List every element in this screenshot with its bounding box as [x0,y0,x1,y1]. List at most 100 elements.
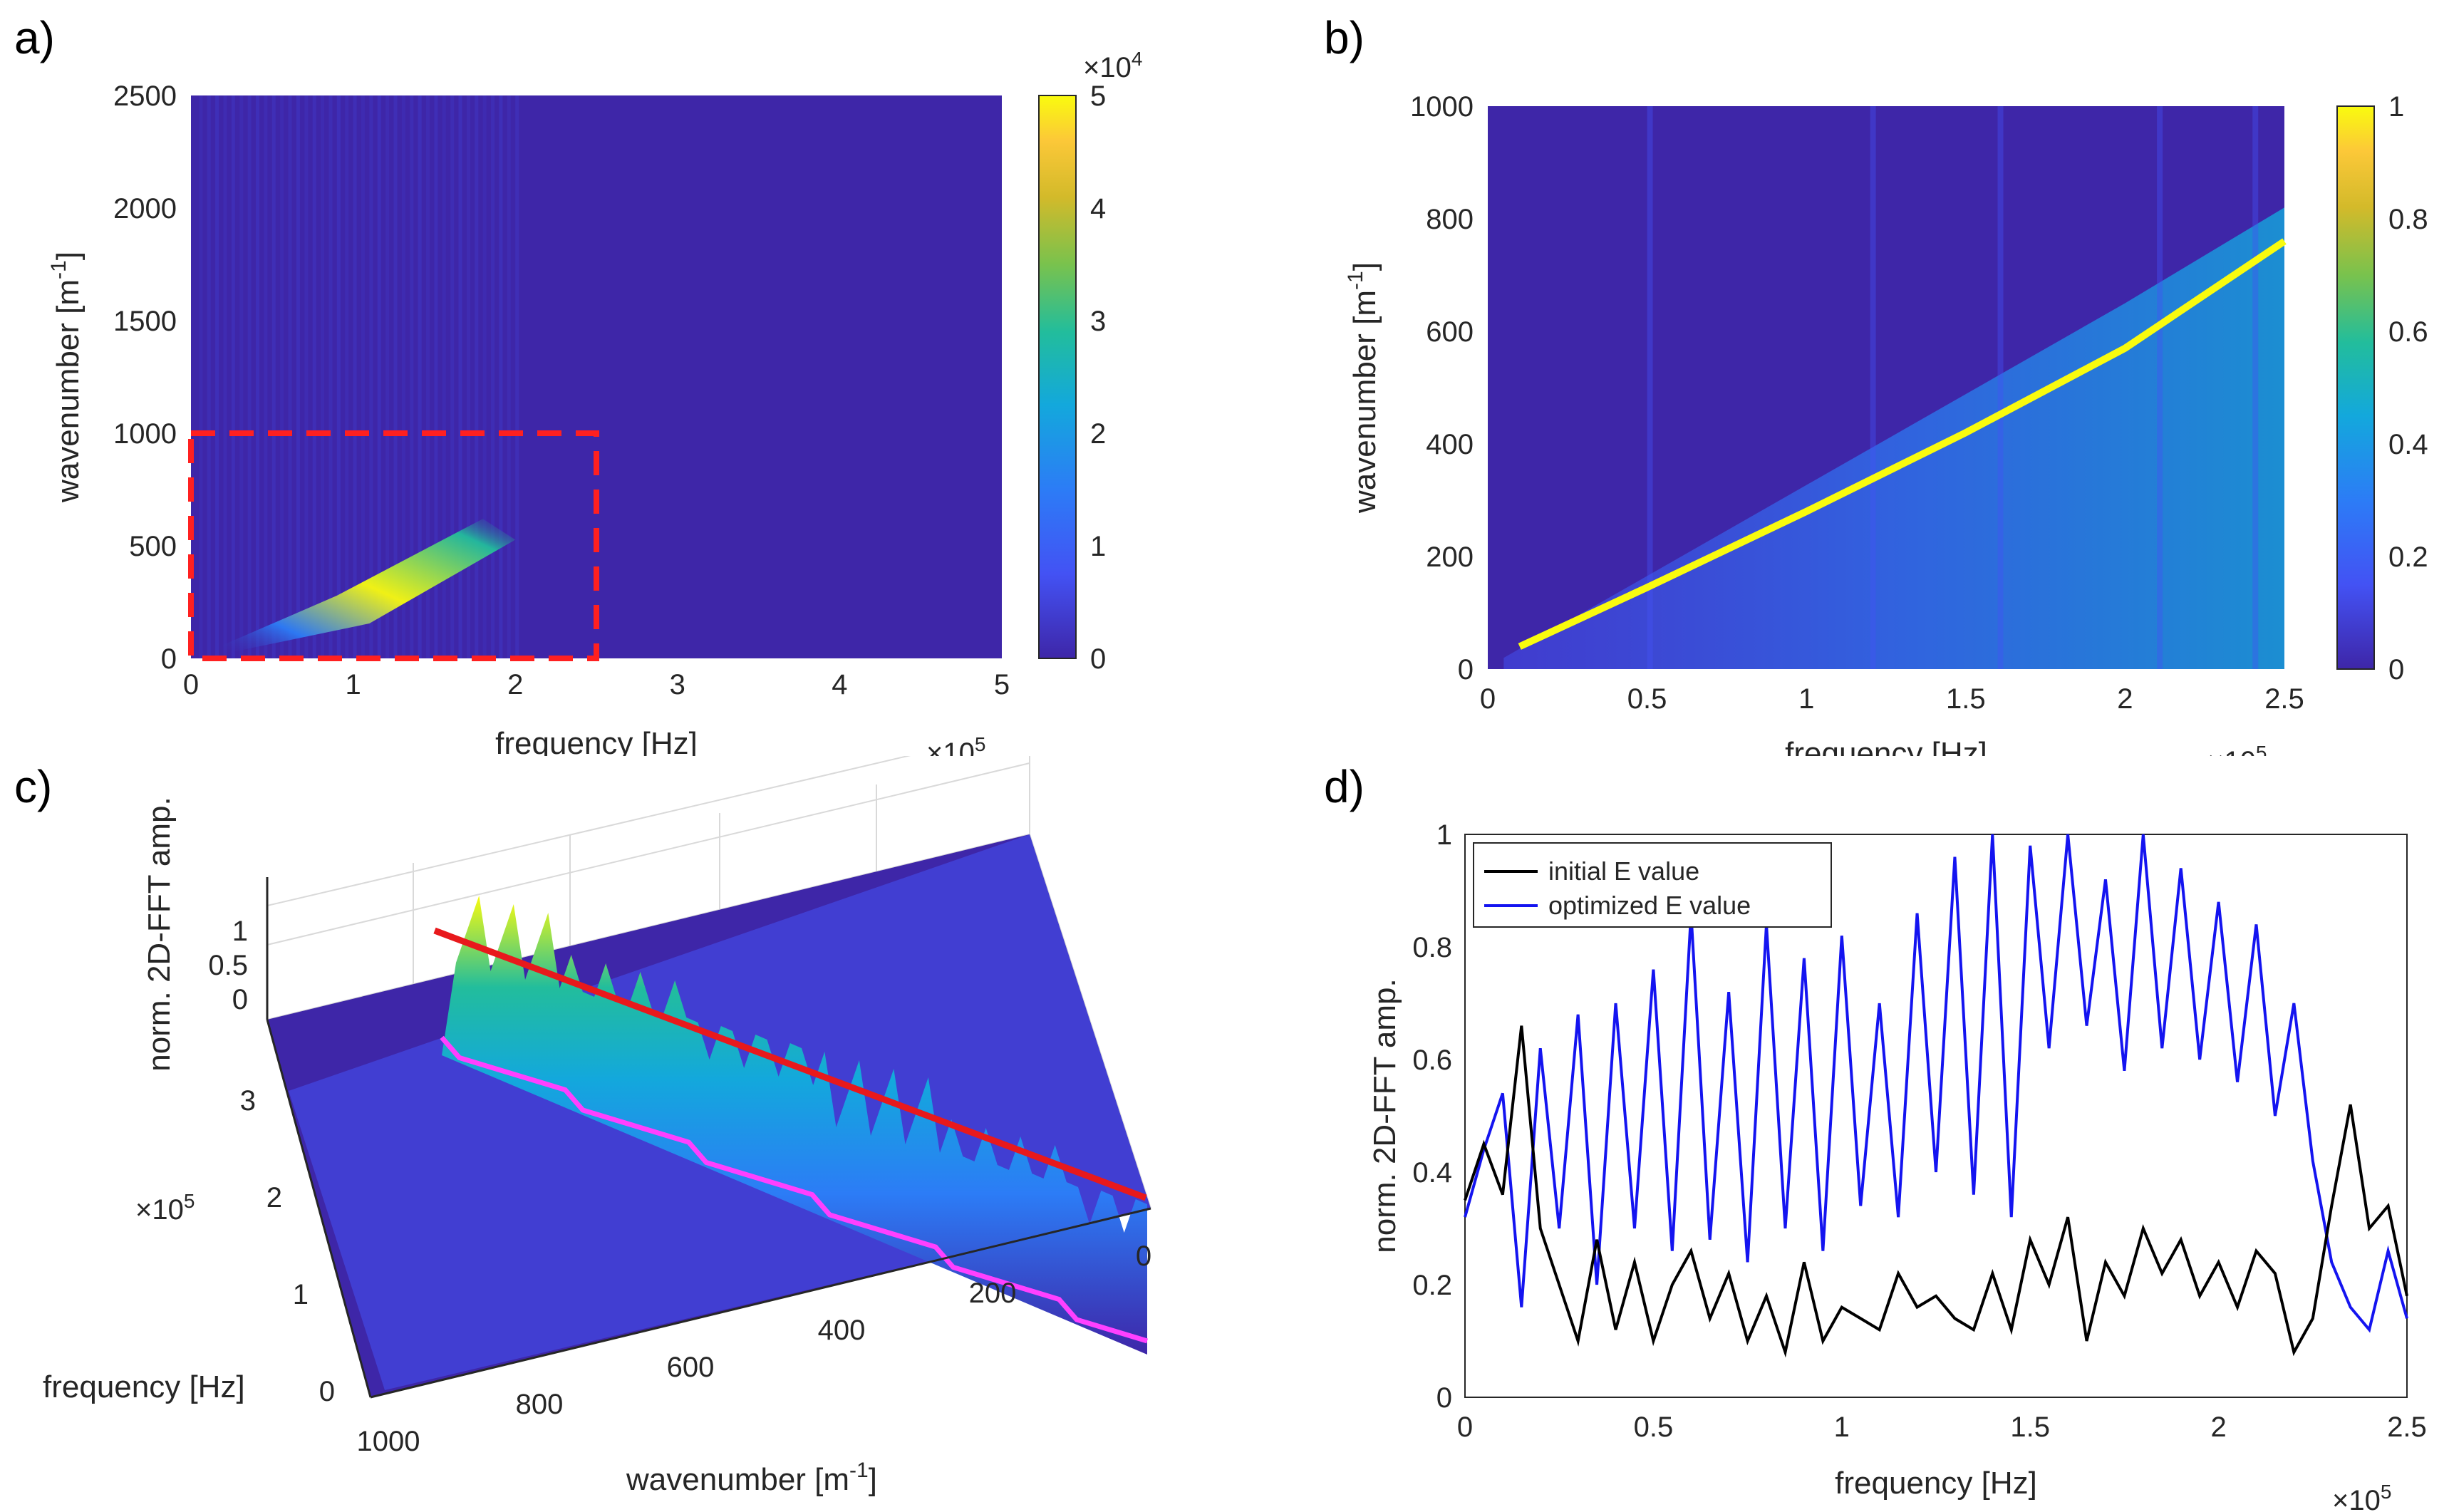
heatmap-a-stripe [321,95,325,658]
wavenumber-tick-label: 600 [667,1352,715,1383]
heatmap-b-stripe [1647,106,1653,669]
colorbar-tick-label: 0.2 [2388,542,2428,573]
series-line-optimized [1464,834,2408,1333]
wavenumber-tick-label: 200 [969,1278,1017,1309]
colorbar-b [2336,105,2375,670]
colorbar-tick-label: 0 [2388,654,2404,685]
x-axis-tick-label: 1 [345,669,361,700]
z-axis-tick-label: 0.5 [208,950,248,981]
heatmap-a-stripe [345,95,349,658]
heatmap-a-stripe [450,95,455,658]
wavenumber-ticks-c: 1000 800 600 400 200 0 [357,1241,1152,1457]
heatmap-a-stripe [199,95,203,658]
x-axis-label-a: frequency [Hz] [495,726,698,756]
panel-d: d) 0 0.5 1 1.5 2 2.5 0 0.2 0.4 0.6 0.8 1 frequency… [1224,756,2449,1512]
z-axis-ticks-c: 00.51 [208,916,248,1015]
surface-spikes [442,896,1147,1355]
y-axis-tick-label: 2000 [113,193,177,224]
legend-d: initial E value optimized E value [1473,842,1832,928]
y-axis-tick-label: 800 [1426,204,1474,235]
x-multiplier-b: ×105 [2207,742,2267,756]
heatmap-a-stripe [312,95,316,658]
panel-letter-c: c) [14,761,52,812]
x-axis-ticks-d: 0 0.5 1 1.5 2 2.5 [1457,1412,2427,1443]
y-axis-ticks-d: 0 0.2 0.4 0.6 0.8 1 [1412,819,1452,1414]
svg-text:norm. 2D-FFT amp.: norm. 2D-FFT amp. [1367,978,1402,1253]
frequency-multiplier-c: ×105 [135,1190,195,1226]
y-axis-ticks-a: 0 500 1000 1500 2000 2500 [113,81,177,675]
panel-b-svg: b) 0 0.5 1 1.5 2 2.5 0 200 400 600 800 1000 freque… [1324,12,2428,756]
heatmap-a-stripe [328,95,333,658]
heatmap-a-stripe [442,95,446,658]
x-axis-tick-label: 0.5 [1634,1412,1674,1443]
svg-text:wavenumber [m-1]: wavenumber [m-1] [47,252,86,503]
heatmap-b-fan [1503,207,2284,669]
x-axis-tick-label: 5 [994,669,1010,700]
heatmap-a-stripe [482,95,487,658]
heatmap-b-stripe [2252,106,2259,669]
frequency-tick-label: 0 [319,1376,335,1407]
z-axis-label-c: norm. 2D-FFT amp. [142,797,177,1071]
y-axis-tick-label: 0 [1436,1382,1452,1414]
x-axis-ticks-a: 0 1 2 3 4 5 [183,669,1010,700]
heatmap-a-stripe [434,95,438,658]
panel-letter-b: b) [1324,12,1365,63]
x-axis-tick-label: 2 [2210,1412,2226,1443]
colorbar-tick-label: 0.6 [2388,316,2428,348]
heatmap-b-stripes [1647,106,2259,669]
magenta-ridge [440,1035,1149,1344]
fit-line [433,927,1147,1201]
frequency-ticks-c: 0 1 2 3 [240,1085,335,1407]
heatmap-a-stripe [288,95,292,658]
colorbar-tick-label: 0 [1090,643,1106,675]
colorbar-tick-label: 3 [1090,306,1106,337]
colorbar-b-ticks: 0 0.2 0.4 0.6 0.8 1 [2388,91,2428,685]
y-axis-tick-label: 0.8 [1412,932,1452,963]
y-axis-tick-label: 0 [161,643,177,675]
heatmap-a-background [191,95,1002,658]
heatmap-a-stripe [410,95,414,658]
heatmap-a-stripes [199,95,519,658]
x-axis-tick-label: 3 [670,669,685,700]
heatmap-a-stripe [491,95,495,658]
frequency-tick-label: 2 [266,1182,282,1213]
heatmap-a-stripe [264,95,268,658]
heatmap-a-stripe [231,95,235,658]
colorbar-tick-label: 0.8 [2388,204,2428,235]
y-axis-ticks-b: 0 200 400 600 800 1000 [1410,91,1474,685]
heatmap-a-stripe [207,95,211,658]
y-axis-tick-label: 600 [1426,316,1474,348]
heatmap-a-stripe [215,95,219,658]
colorbar-tick-label: 0.4 [2388,429,2428,460]
svg-text:norm. 2D-FFT amp.: norm. 2D-FFT amp. [142,797,177,1071]
highlight-box [188,430,599,661]
heatmap-a-stripe [256,95,260,658]
x-axis-tick-label: 0 [1480,683,1496,715]
colorbar-tick-label: 1 [1090,531,1106,562]
legend-box [1473,842,1832,928]
heatmap-a-stripe [239,95,244,658]
heatmap-a-stripe [296,95,300,658]
x-axis-tick-label: 1.5 [1946,683,1986,715]
heatmap-a-stripe [280,95,284,658]
frequency-tick-label: 3 [240,1085,256,1117]
x-axis-tick-label: 1.5 [2010,1412,2050,1443]
svg-text:wavenumber [m-1]: wavenumber [m-1] [1344,262,1382,514]
x-axis-tick-label: 4 [832,669,847,700]
heatmap-a-stripe [353,95,357,658]
heatmap-a-dispersion-band [223,519,516,654]
heatmap-a-stripe [336,95,341,658]
x-axis-ticks-b: 0 0.5 1 1.5 2 2.5 [1480,683,2304,715]
colorbar-tick-label: 1 [2388,91,2404,123]
heatmap-b-stripe [2157,106,2163,669]
y-axis-tick-label: 1000 [1410,91,1474,123]
x-axis-tick-label: 1 [1834,1412,1850,1443]
x-axis-tick-label: 1 [1798,683,1814,715]
x-axis-label-b: frequency [Hz] [1785,736,1987,756]
x-axis-tick-label: 0.5 [1627,683,1667,715]
frequency-axis [266,1019,372,1398]
heatmap-a-stripe [499,95,503,658]
x-axis-tick-label: 0 [183,669,199,700]
